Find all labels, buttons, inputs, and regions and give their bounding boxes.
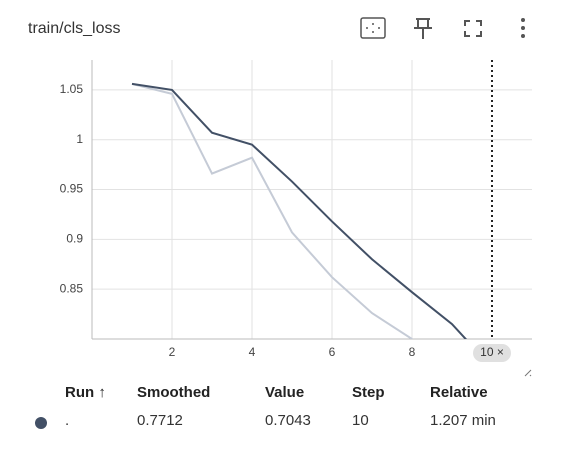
toolbar-icon[interactable] <box>360 17 386 39</box>
run-color <box>35 417 47 429</box>
table-cell: 10 <box>352 412 369 429</box>
table-header: Relative <box>430 384 488 401</box>
y-tick-label: 0.95 <box>60 182 84 196</box>
fullscreen-icon[interactable] <box>464 20 482 37</box>
x-tick-label: 8 <box>409 345 416 359</box>
table-cell: . <box>65 412 69 429</box>
table-cell: 0.7043 <box>265 412 311 429</box>
series-line <box>131 82 414 339</box>
hover-label: 10 × <box>480 345 504 359</box>
y-tick-label: 0.85 <box>60 281 84 295</box>
series-line <box>131 82 468 339</box>
resize-handle[interactable] <box>524 369 532 377</box>
x-tick-label: 6 <box>329 345 336 359</box>
table-header: Value <box>265 384 304 401</box>
table-header: Step <box>352 384 385 401</box>
plot-area <box>131 82 468 339</box>
y-tick-label: 1 <box>76 132 83 146</box>
x-tick-label: 2 <box>169 345 176 359</box>
table-cell: 0.7712 <box>137 412 183 429</box>
card-title: train/cls_loss <box>28 20 120 37</box>
pin-icon[interactable] <box>414 18 432 39</box>
x-tick-label: 4 <box>249 345 256 359</box>
hover-chip <box>473 344 511 362</box>
table-cell: 1.207 min <box>430 412 496 429</box>
y-tick-label: 1.05 <box>60 82 84 96</box>
y-tick-label: 0.9 <box>66 232 83 246</box>
table-header: Run ↑ <box>65 384 106 401</box>
table-header: Smoothed <box>137 384 210 401</box>
more-icon[interactable] <box>521 18 525 38</box>
